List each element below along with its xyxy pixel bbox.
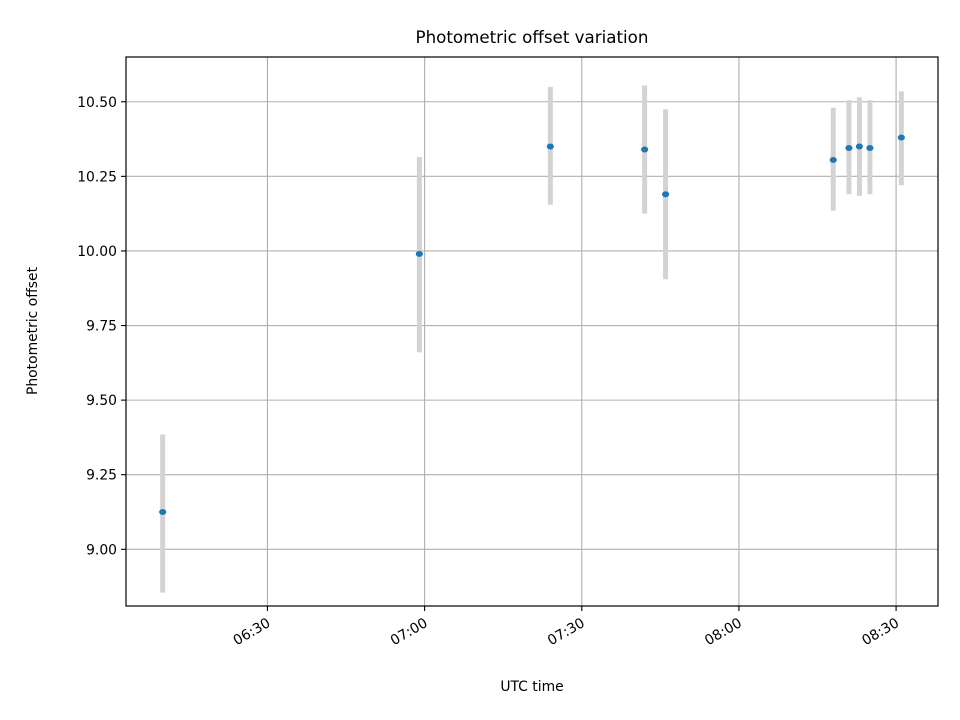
y-tick-label: 9.00 — [86, 542, 117, 558]
chart-title: Photometric offset variation — [416, 27, 649, 47]
data-point — [159, 509, 167, 516]
data-point — [845, 145, 853, 152]
grid-layer — [126, 57, 938, 606]
data-point — [661, 191, 670, 198]
data-point — [829, 156, 837, 163]
y-tick-label: 9.25 — [86, 468, 117, 484]
y-tick-label: 10.00 — [77, 244, 117, 260]
y-tick-label: 10.50 — [77, 95, 117, 111]
point-layer — [159, 134, 905, 516]
data-point — [641, 146, 649, 153]
y-tick-label: 9.75 — [86, 319, 117, 335]
data-point — [546, 143, 554, 150]
y-tick-label: 10.25 — [77, 169, 117, 185]
y-tick-label: 9.50 — [86, 393, 117, 409]
data-point — [415, 250, 423, 257]
data-point — [866, 145, 874, 152]
data-point — [855, 143, 864, 150]
data-point — [897, 134, 905, 141]
y-axis-label: Photometric offset — [25, 266, 41, 395]
x-axis-label: UTC time — [500, 679, 563, 695]
plot-frame — [125, 56, 939, 607]
